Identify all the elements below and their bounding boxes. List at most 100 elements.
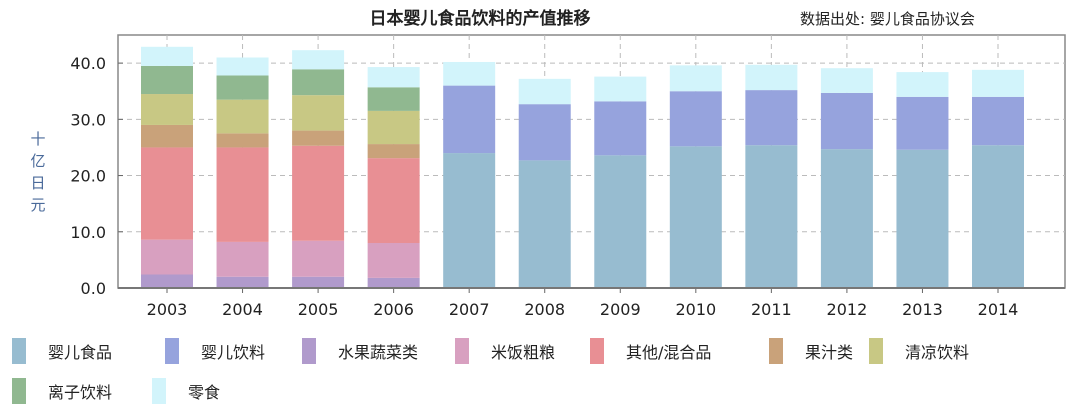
legend-label: 零食 (188, 383, 221, 402)
legend-swatch (302, 338, 316, 364)
bar-segment-2004-2 (216, 276, 269, 288)
bar-segment-2006-7 (367, 87, 420, 111)
bar-segment-2005-2 (292, 276, 345, 288)
legend-label: 婴儿食品 (48, 343, 113, 362)
x-tick-label: 2013 (902, 300, 943, 319)
legend-label: 果汁类 (805, 343, 854, 362)
bar-segment-2004-5 (216, 133, 269, 148)
bar-segment-2009-8 (594, 76, 647, 102)
bar-segment-2010-0 (669, 146, 722, 288)
bar-segment-2006-4 (367, 158, 420, 244)
legend-swatch (12, 378, 26, 404)
bar-segment-2007-0 (443, 153, 496, 288)
bar-segment-2005-5 (292, 130, 345, 146)
bar-segment-2005-4 (292, 145, 345, 241)
bar-segment-2008-0 (518, 160, 571, 288)
bar-segment-2011-8 (745, 64, 798, 91)
plot-area: 0.0 10.0 20.0 30.0 40.0 2003 2004 2005 2006 2007 2… (70, 34, 1066, 319)
y-tick-label: 10.0 (70, 223, 106, 242)
y-tick-label: 30.0 (70, 110, 106, 129)
bar-segment-2013-1 (896, 96, 949, 150)
bar-segment-2004-3 (216, 241, 269, 277)
legend-item: 离子饮料 (12, 376, 112, 406)
bar-segment-2008-8 (518, 78, 571, 105)
bar-segment-2006-3 (367, 243, 420, 278)
legend-swatch (12, 338, 26, 364)
legend-label: 婴儿饮料 (201, 343, 266, 362)
x-tick-label: 2014 (978, 300, 1019, 319)
bar-segment-2012-1 (820, 92, 873, 150)
legend-item: 零食 (152, 376, 220, 406)
legend-item: 米饭粗粮 (455, 336, 555, 366)
legend-item: 水果蔬菜类 (302, 336, 418, 366)
y-tick-label: 20.0 (70, 167, 106, 186)
x-tick-label: 2005 (298, 300, 339, 319)
bar-segment-2003-6 (141, 94, 193, 125)
bar-segment-2006-6 (367, 110, 420, 145)
x-tick-label: 2004 (222, 300, 263, 319)
bar-segment-2004-7 (216, 75, 269, 100)
bar-segment-2011-1 (745, 90, 798, 146)
bar-segment-2004-8 (216, 57, 269, 76)
chart-title: 日本婴儿食品饮料的产值推移 (369, 9, 591, 29)
bar-segment-2003-8 (141, 46, 193, 66)
bar-segment-2012-8 (820, 68, 873, 93)
bar-segment-2003-3 (141, 239, 193, 275)
y-tick-label: 0.0 (81, 279, 106, 298)
x-tick-label: 2003 (147, 300, 188, 319)
x-tick-label: 2008 (524, 300, 565, 319)
bar-segment-2006-5 (367, 144, 420, 159)
bar-segment-2004-6 (216, 99, 269, 134)
x-tick-label: 2007 (449, 300, 490, 319)
legend-item: 婴儿饮料 (165, 336, 265, 366)
bar-segment-2007-1 (443, 85, 496, 154)
bar-segment-2006-2 (367, 277, 420, 288)
bar-segment-2005-8 (292, 50, 345, 70)
legend-label: 清凉饮料 (905, 343, 970, 362)
bar-segment-2005-7 (292, 69, 345, 96)
x-tick-label: 2006 (373, 300, 414, 319)
y-tick-label: 40.0 (70, 54, 106, 73)
bar-segment-2003-4 (141, 147, 193, 240)
legend-label: 水果蔬菜类 (338, 343, 419, 362)
bar-segment-2014-8 (972, 69, 1024, 97)
legend-item: 其他/混合品 (590, 336, 711, 366)
legend-label: 离子饮料 (48, 383, 113, 402)
bar-segment-2003-5 (141, 124, 193, 148)
legend-swatch (165, 338, 179, 364)
bar-segment-2014-1 (972, 96, 1024, 146)
bar-segment-2004-4 (216, 147, 269, 242)
bar-segment-2006-8 (367, 67, 420, 88)
legend-label: 米饭粗粮 (491, 343, 556, 362)
legend-swatch (869, 338, 883, 364)
x-tick-label: 2011 (751, 300, 792, 319)
bar-segment-2014-0 (972, 145, 1024, 288)
bar-segment-2003-7 (141, 65, 193, 95)
bar-segment-2013-8 (896, 72, 949, 97)
bar-segment-2012-0 (820, 149, 873, 288)
bar-segment-2005-3 (292, 240, 345, 277)
bar-segment-2003-2 (141, 274, 193, 288)
legend-swatch (769, 338, 783, 364)
bar-segment-2007-8 (443, 61, 496, 86)
legend-swatch (590, 338, 604, 364)
bar-segment-2013-0 (896, 149, 949, 288)
bar-segment-2008-1 (518, 104, 571, 161)
legend-item: 婴儿食品 (12, 336, 112, 366)
y-axis-label: 十亿日元 (30, 130, 46, 214)
x-tick-label: 2010 (675, 300, 716, 319)
legend-swatch (152, 378, 166, 404)
x-tick-label: 2012 (827, 300, 868, 319)
bar-segment-2010-8 (669, 65, 722, 92)
legend-swatch (455, 338, 469, 364)
bar-segment-2011-0 (745, 145, 798, 288)
legend-label: 其他/混合品 (626, 343, 712, 362)
x-tick-label: 2009 (600, 300, 641, 319)
bar-segment-2005-6 (292, 95, 345, 131)
bar-segment-2009-1 (594, 101, 647, 156)
bar-segment-2009-0 (594, 155, 647, 288)
legend-item: 清凉饮料 (869, 336, 969, 366)
bar-segment-2010-1 (669, 91, 722, 147)
legend-item: 果汁类 (769, 336, 853, 366)
